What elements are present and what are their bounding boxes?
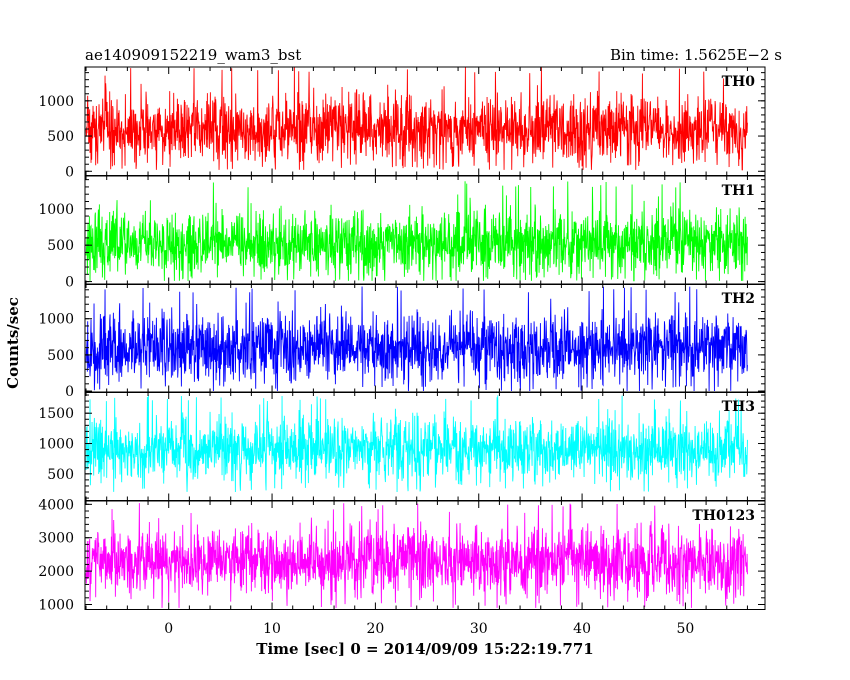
panel-label: TH0 [722, 74, 756, 90]
series-th0123 [85, 503, 748, 608]
y-tick-label: 500 [47, 467, 74, 483]
panel-th0: 0 500 1000 TH0 [38, 66, 766, 180]
series-th0 [85, 67, 748, 171]
y-tick-label: 0 [65, 384, 74, 400]
panel-frame [84, 500, 766, 610]
y-tick-label: 2000 [38, 564, 74, 580]
x-tick-label: 20 [366, 621, 384, 637]
header-left: ae140909152219_wam3_bst [85, 46, 301, 64]
y-tick-label: 3000 [38, 531, 74, 547]
panel-label: TH1 [722, 183, 755, 199]
y-tick-label: 500 [47, 238, 74, 254]
panel-th2: 0 500 1000 TH2 [38, 283, 766, 400]
header-right: Bin time: 1.5625E−2 s [610, 46, 782, 64]
y-tick-label: 1000 [38, 597, 74, 613]
panel-th0123: 1000 2000 3000 4000 TH0123 [38, 497, 766, 613]
panel-label: TH2 [722, 291, 755, 307]
y-tick-label: 0 [65, 164, 74, 180]
panel-label: TH0123 [692, 508, 755, 524]
x-tick-label: 40 [573, 621, 591, 637]
y-tick-label: 4000 [38, 497, 74, 513]
series-th2 [85, 286, 748, 392]
panel-th1: 0 500 1000 TH1 [38, 175, 766, 291]
y-tick-label: 1000 [38, 202, 74, 218]
series-th3 [85, 395, 748, 493]
y-tick-label: 500 [47, 348, 74, 364]
x-tick-label: 10 [263, 621, 281, 637]
x-axis-ticks: 0 10 20 30 40 50 [164, 621, 694, 637]
x-tick-label: 50 [677, 621, 695, 637]
x-axis-label: Time [sec] 0 = 2014/09/09 15:22:19.771 [256, 640, 593, 658]
y-tick-label: 0 [65, 275, 74, 291]
panels-group: 0 500 1000 TH0 0 500 1000 TH1 0 500 1000 TH2 500 1000… [38, 66, 766, 613]
x-tick-label: 30 [470, 621, 488, 637]
panel-th3: 500 1000 1500 TH3 [38, 391, 766, 501]
y-tick-label: 1000 [38, 437, 74, 453]
y-tick-label: 1500 [38, 406, 74, 422]
x-tick-label: 0 [164, 621, 173, 637]
y-axis-label: Counts/sec [4, 297, 22, 389]
panel-label: TH3 [722, 399, 755, 415]
y-tick-label: 1000 [38, 312, 74, 328]
y-tick-label: 1000 [38, 94, 74, 110]
y-tick-label: 500 [47, 129, 74, 145]
series-th1 [85, 181, 748, 282]
